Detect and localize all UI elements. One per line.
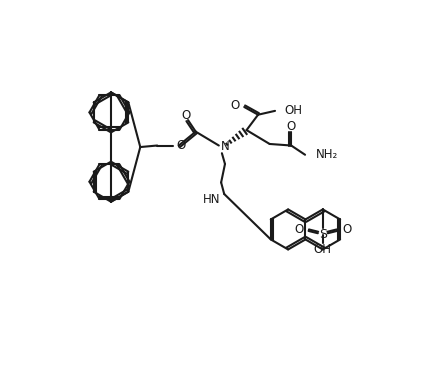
- Text: O: O: [342, 223, 351, 236]
- Text: O: O: [287, 120, 296, 133]
- Text: OH: OH: [314, 243, 332, 256]
- Text: O: O: [182, 109, 191, 122]
- Text: HN: HN: [203, 193, 221, 206]
- Text: N: N: [221, 140, 230, 153]
- Text: NH₂: NH₂: [316, 148, 338, 161]
- Text: S: S: [319, 228, 327, 241]
- Text: O: O: [294, 223, 304, 236]
- Text: O: O: [230, 99, 240, 112]
- Text: OH: OH: [284, 105, 302, 117]
- Text: O: O: [177, 139, 186, 152]
